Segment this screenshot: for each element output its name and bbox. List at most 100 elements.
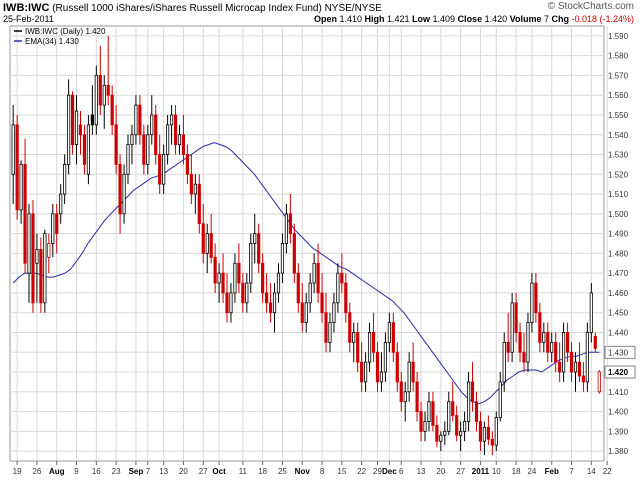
candle-body [455,415,459,436]
candle-body [59,193,63,215]
candle-body [11,124,15,175]
candle-body [565,332,570,353]
y-tick-label: 1.560 [608,91,629,100]
candle-body [562,332,566,373]
candle-body [558,361,562,373]
x-tick-label: 18 [258,467,267,476]
candle-body [490,438,494,446]
candle-body [364,361,368,383]
candle-body [581,375,585,383]
y-tick-label: 1.380 [608,447,629,456]
candle-body [320,292,324,314]
ohlc-summary: Open 1.410 High 1.421 Low 1.409 Close 1.… [314,14,634,24]
x-tick-label: Sep [129,467,144,476]
x-tick-label: 14 [587,467,596,476]
candle-body [478,421,483,442]
x-tick-label: 18 [512,467,521,476]
x-tick-label: 26 [32,467,41,476]
ohlc-value-high: 1.421 [384,14,413,24]
candle-body [352,332,356,343]
candle-body [268,302,273,314]
x-tick-label: 27 [199,467,208,476]
brand-watermark: © StockCharts.com [547,1,634,12]
candle-body [296,272,300,304]
candle-body [98,75,102,106]
legend-label: IWB:IWC (Daily) 1.420 [25,27,106,36]
candle-body [106,84,110,96]
x-tick-label: 16 [92,467,101,476]
candle-body [474,401,479,422]
candle-body [494,417,498,446]
ohlc-label-volume: Volume [509,14,542,24]
candle-body [379,371,384,383]
candle-body [229,292,233,314]
candle-body [514,302,518,333]
ohlc-label-close: Close [457,14,483,24]
y-tick-label: 1.400 [608,408,629,417]
candle-body [486,426,490,440]
candle-body [399,381,403,403]
candle-body [530,282,534,323]
candle-body [589,292,593,333]
candle-body [447,401,451,432]
y-tick-label: 1.520 [608,170,629,179]
candle-body [550,341,554,353]
candle-body [411,361,415,383]
candle-body [569,351,574,373]
candle-body [70,94,75,146]
x-tick-label: 20 [179,467,188,476]
x-tick-label: 9 [74,467,79,476]
candle-body [74,110,79,146]
y-tick-label: 1.440 [608,328,629,337]
candle-body [554,341,558,363]
candle-body [142,134,146,165]
candle-body [577,361,582,377]
x-tick-label: 29 [373,467,382,476]
x-tick-label: 24 [527,467,536,476]
candle-body [197,183,201,225]
candle-body [51,213,55,244]
candle-body [272,292,277,314]
candle-body [138,104,142,136]
candle-body [466,381,471,422]
candle-body [518,332,522,353]
x-tick-label: Aug [49,467,65,476]
x-tick-label: Feb [545,467,559,476]
candle-body [435,425,439,442]
candle-body [510,302,514,353]
chart-date: 25-Feb-2011 [3,14,54,24]
candle-body [391,322,395,353]
candle-body [284,213,288,244]
y-tick-label: 1.460 [608,289,629,298]
candle-body [221,272,225,294]
candle-body [90,114,94,126]
candle-body [336,272,340,304]
candle-body [502,341,506,383]
candle-body [288,213,292,235]
candle-body [546,332,550,353]
candle-body [15,124,19,211]
x-tick-label: 15 [337,467,346,476]
candle-body [276,272,281,294]
candle-body [118,164,122,215]
ohlc-value-open: 1.410 [336,14,365,24]
candle-body [371,332,376,353]
candle-body [130,134,134,146]
candle-body [189,173,193,195]
x-tick-label: 6 [399,467,404,476]
candle-body [443,430,447,436]
x-tick-label: 11 [239,467,248,476]
candle-body [459,430,463,436]
candle-body [249,243,253,284]
candle-body [173,114,178,146]
last-price-tag: 1.420 [608,368,629,377]
candle-body [312,262,316,284]
candle-body [177,134,182,146]
candle-body [78,124,83,136]
y-tick-label: 1.500 [608,210,629,219]
ohlc-label-open: Open [313,14,337,24]
x-tick-label: 23 [112,467,121,476]
candle-body [181,134,186,155]
candle-body [324,312,328,343]
x-tick-label: 10 [492,467,501,476]
